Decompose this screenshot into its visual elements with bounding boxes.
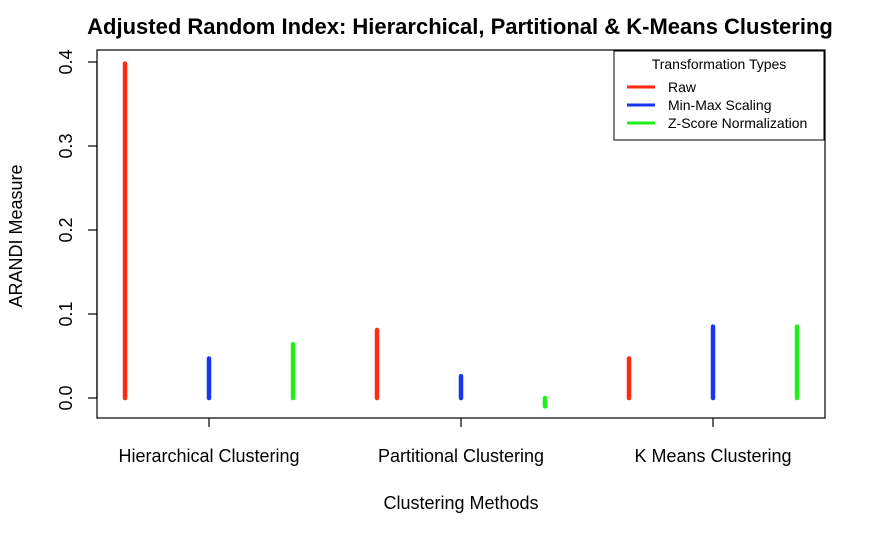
y-axis-label: ARANDI Measure (6, 164, 26, 307)
y-tick-label: 0.3 (56, 133, 76, 158)
y-tick-label: 0.0 (56, 385, 76, 410)
y-tick-label: 0.2 (56, 217, 76, 242)
x-axis: Hierarchical Clustering Partitional Clust… (118, 418, 792, 466)
y-tick-label: 0.1 (56, 301, 76, 326)
bars (122, 61, 800, 409)
x-tick-label: Hierarchical Clustering (118, 446, 299, 466)
legend: Transformation Types Raw Min-Max Scaling Z… (613, 50, 825, 141)
x-tick-label: K Means Clustering (634, 446, 791, 466)
legend-title: Transformation Types (652, 56, 787, 72)
x-tick-label: Partitional Clustering (378, 446, 544, 466)
y-tick-label: 0.4 (56, 49, 76, 74)
legend-label: Raw (668, 79, 697, 95)
legend-box (613, 50, 825, 141)
y-axis: 0.0 0.1 0.2 0.3 0.4 (56, 49, 98, 411)
legend-items: Raw Min-Max Scaling Z-Score Normalization (627, 79, 807, 131)
x-axis-label: Clustering Methods (383, 493, 538, 513)
legend-label: Min-Max Scaling (668, 97, 771, 113)
legend-label: Z-Score Normalization (668, 115, 807, 131)
chart-title: Adjusted Random Index: Hierarchical, Par… (87, 14, 833, 39)
